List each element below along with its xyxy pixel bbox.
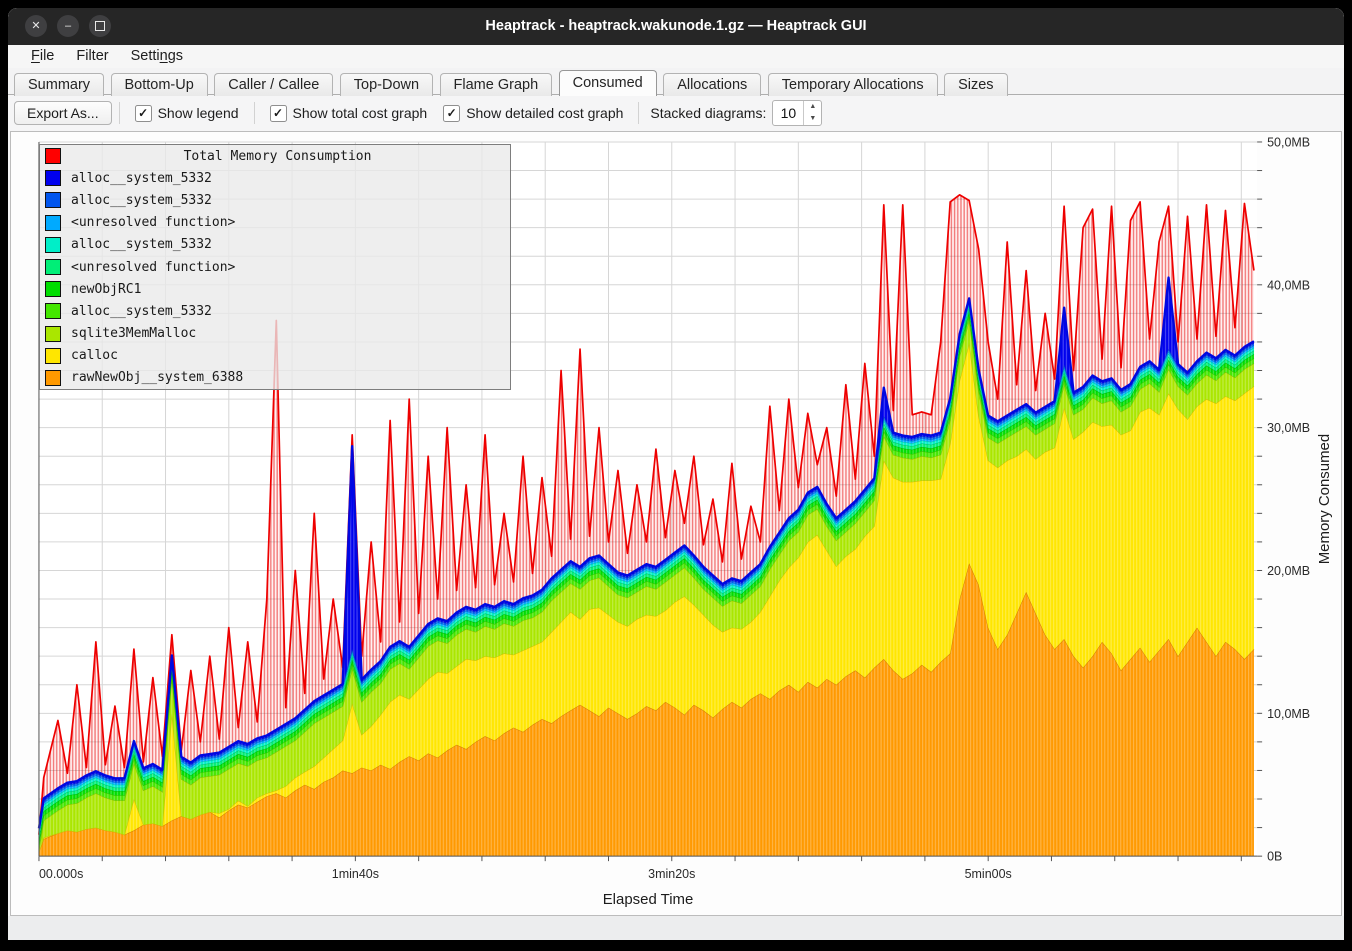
- close-icon: ✕: [31, 20, 41, 32]
- checkbox-check-icon: ✓: [443, 104, 461, 122]
- spinner-down-icon[interactable]: ▼: [809, 115, 817, 122]
- tab-bottom-up[interactable]: Bottom-Up: [110, 73, 208, 96]
- menu-settings[interactable]: Settings: [130, 48, 184, 64]
- checkbox-label: Show legend: [157, 105, 239, 121]
- legend-swatch: [45, 170, 61, 187]
- legend-title-row: Total Memory Consumption: [40, 145, 510, 167]
- minimize-icon: –: [64, 20, 72, 32]
- legend-item-label: calloc: [71, 348, 118, 364]
- close-button[interactable]: ✕: [25, 15, 47, 37]
- legend-item-label: rawNewObj__system_6388: [71, 370, 244, 386]
- toolbar-separator: [253, 102, 255, 124]
- tab-top-down[interactable]: Top-Down: [339, 73, 434, 96]
- legend-item-label: newObjRC1: [71, 281, 142, 297]
- svg-text:Memory Consumed: Memory Consumed: [1316, 434, 1333, 564]
- stacked-diagrams-spinner[interactable]: 10 ▲ ▼: [772, 100, 823, 126]
- checkbox-label: Show total cost graph: [292, 105, 428, 121]
- svg-text:5min00s: 5min00s: [965, 867, 1012, 881]
- window-title: Heaptrack - heaptrack.wakunode.1.gz — He…: [485, 18, 867, 34]
- checkbox-check-icon: ✓: [269, 104, 287, 122]
- legend-swatch: [45, 214, 61, 231]
- svg-text:3min20s: 3min20s: [648, 867, 695, 881]
- legend-item-label: alloc__system_5332: [71, 303, 212, 319]
- tab-bar: Summary Bottom-Up Caller / Callee Top-Do…: [8, 68, 1344, 96]
- tab-allocations[interactable]: Allocations: [663, 73, 762, 96]
- menu-filter[interactable]: Filter: [76, 48, 109, 64]
- legend-title: Total Memory Consumption: [183, 148, 372, 164]
- checkbox-check-icon: ✓: [134, 104, 152, 122]
- maximize-icon: [95, 21, 105, 31]
- window-bottom-strip: [8, 916, 1344, 940]
- svg-text:1min40s: 1min40s: [332, 867, 379, 881]
- svg-text:50,0MB: 50,0MB: [1267, 135, 1310, 149]
- legend-swatch: [45, 325, 61, 342]
- chart-toolbar: Export As... ✓ Show legend ✓ Show total …: [8, 95, 1344, 131]
- legend-swatch: [45, 236, 61, 253]
- legend-swatch: [45, 259, 61, 276]
- tab-flame-graph[interactable]: Flame Graph: [439, 73, 553, 96]
- app-window: ✕ – Heaptrack - heaptrack.wakunode.1.gz …: [8, 8, 1344, 940]
- toolbar-separator: [638, 102, 640, 124]
- legend-item-label: sqlite3MemMalloc: [71, 326, 197, 342]
- spinner-up-icon[interactable]: ▲: [809, 103, 817, 110]
- legend-swatch: [45, 281, 61, 298]
- legend-item-label: alloc__system_5332: [71, 237, 212, 253]
- legend-swatch: [45, 303, 61, 320]
- memory-consumed-chart[interactable]: 00.000s 1min40s 3min20s 5min00s 0B 10,0MB 20,0…: [11, 132, 1341, 915]
- menu-file[interactable]: File: [31, 48, 55, 64]
- legend-item-label: <unresolved function>: [71, 215, 236, 231]
- svg-text:40,0MB: 40,0MB: [1267, 278, 1310, 292]
- show-legend-checkbox[interactable]: ✓ Show legend: [134, 104, 239, 122]
- maximize-button[interactable]: [89, 15, 111, 37]
- svg-text:00.000s: 00.000s: [39, 867, 83, 881]
- svg-text:Elapsed Time: Elapsed Time: [603, 891, 694, 908]
- minimize-button[interactable]: –: [57, 15, 79, 37]
- legend-swatch: [45, 192, 61, 209]
- spinner-value: 10: [780, 105, 797, 121]
- tab-sizes[interactable]: Sizes: [944, 73, 1008, 96]
- legend-item-label: alloc__system_5332: [71, 170, 212, 186]
- checkbox-label: Show detailed cost graph: [466, 105, 624, 121]
- show-total-cost-checkbox[interactable]: ✓ Show total cost graph: [269, 104, 428, 122]
- legend-swatch: [45, 148, 61, 165]
- legend-item-label: alloc__system_5332: [71, 192, 212, 208]
- svg-text:20,0MB: 20,0MB: [1267, 564, 1310, 578]
- show-detailed-cost-checkbox[interactable]: ✓ Show detailed cost graph: [443, 104, 624, 122]
- legend-item-label: <unresolved function>: [71, 259, 236, 275]
- toolbar-separator: [118, 102, 120, 124]
- consumed-chart-panel[interactable]: 00.000s 1min40s 3min20s 5min00s 0B 10,0MB 20,0…: [10, 131, 1342, 916]
- svg-text:10,0MB: 10,0MB: [1267, 707, 1310, 721]
- svg-text:0B: 0B: [1267, 850, 1282, 864]
- svg-text:30,0MB: 30,0MB: [1267, 421, 1310, 435]
- legend-swatch: [45, 369, 61, 386]
- menu-bar: File Filter Settings: [8, 45, 1344, 68]
- title-bar[interactable]: ✕ – Heaptrack - heaptrack.wakunode.1.gz …: [8, 8, 1344, 45]
- stacked-diagrams-label: Stacked diagrams:: [650, 105, 767, 121]
- legend-swatch: [45, 347, 61, 364]
- tab-caller-callee[interactable]: Caller / Callee: [214, 73, 334, 96]
- tab-temporary-allocations[interactable]: Temporary Allocations: [767, 73, 938, 96]
- tab-summary[interactable]: Summary: [14, 73, 105, 96]
- chart-legend: Total Memory Consumption alloc__system_5…: [39, 144, 511, 391]
- tab-consumed[interactable]: Consumed: [558, 70, 657, 96]
- export-as-button[interactable]: Export As...: [14, 101, 112, 125]
